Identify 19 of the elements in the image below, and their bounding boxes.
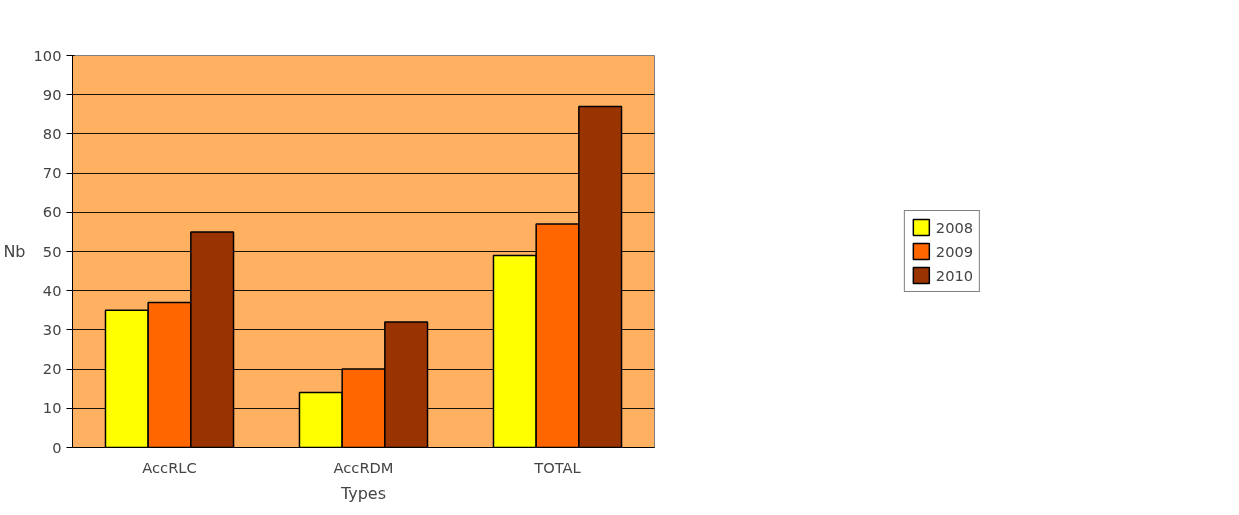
- y-tick-label: 50: [42, 242, 62, 260]
- legend-label: 2008: [935, 218, 974, 236]
- y-tick-label: 90: [42, 85, 62, 103]
- y-axis-title: Nb: [3, 242, 26, 261]
- y-tick-label: 100: [33, 46, 62, 64]
- y-tick-label: 80: [42, 124, 62, 142]
- y-tick-label: 70: [42, 164, 62, 182]
- legend-label: 2010: [935, 266, 974, 284]
- y-tick-label: 60: [42, 203, 62, 221]
- y-tick-label: 0: [52, 438, 62, 456]
- x-axis-title: Types: [339, 483, 387, 503]
- legend-label: 2009: [935, 242, 974, 260]
- y-tick-label: 40: [42, 281, 62, 299]
- x-tick-label: AccRLC: [142, 458, 197, 476]
- x-tick-label: TOTAL: [533, 458, 582, 476]
- y-tick-label: 20: [42, 360, 62, 378]
- x-tick-label: AccRDM: [333, 458, 394, 476]
- y-tick-label: 10: [42, 399, 62, 417]
- y-tick-label: 30: [42, 320, 62, 338]
